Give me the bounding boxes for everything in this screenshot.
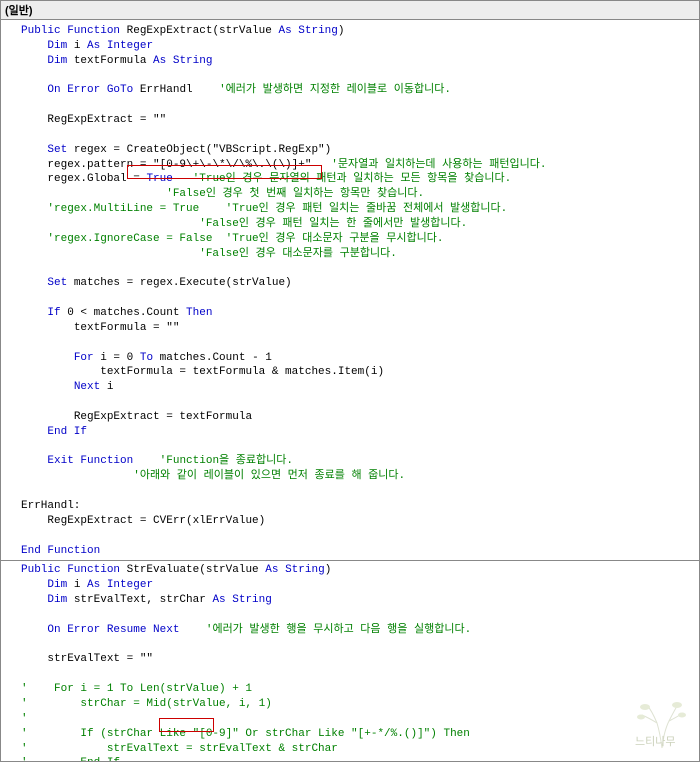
function-separator [1,560,699,561]
code-comment: '에러가 발생하면 지정한 레이블로 이동합니다. [219,84,451,96]
code-editor[interactable]: Public Function RegExpExtract(strValue A… [1,20,699,761]
watermark: 느티나무 [614,678,697,759]
svg-text:느티나무: 느티나무 [635,735,675,748]
titlebar: (일반) [1,1,699,20]
code-window: (일반) Public Function RegExpExtract(strVa… [0,0,700,762]
code-keyword: Public Function [21,25,120,37]
